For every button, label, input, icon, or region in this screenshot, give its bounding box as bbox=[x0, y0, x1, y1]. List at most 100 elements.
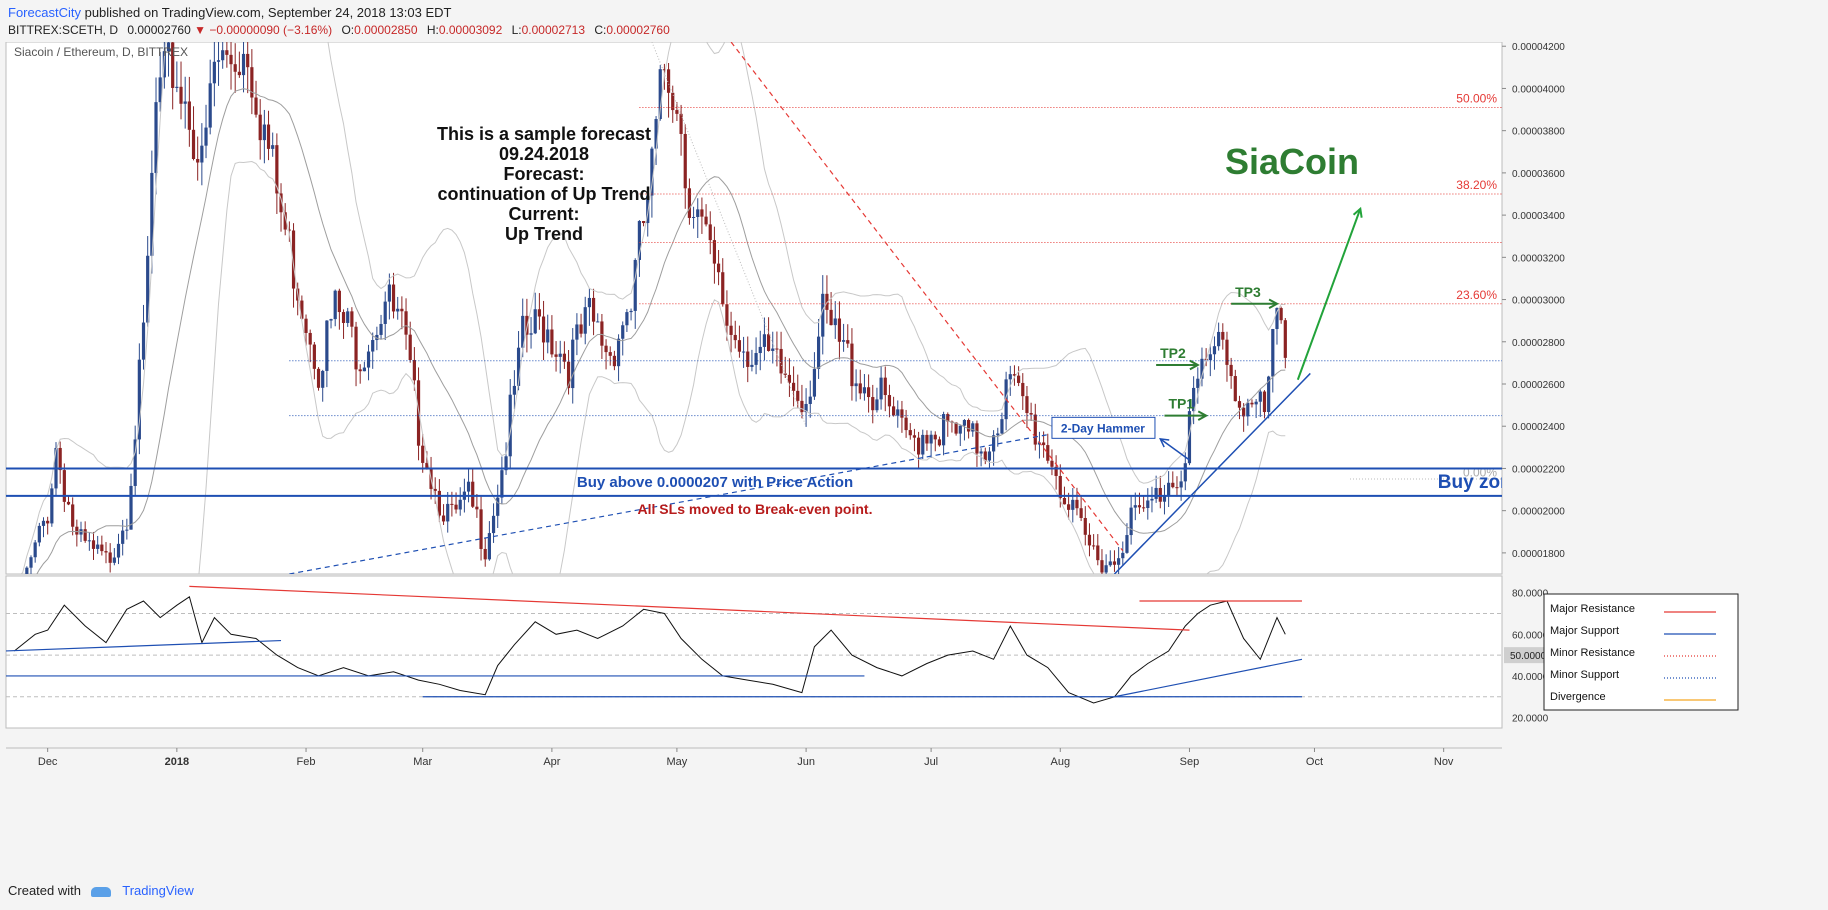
candle-body bbox=[604, 345, 608, 353]
candle-body bbox=[775, 348, 779, 350]
tradingview-link[interactable]: TradingView bbox=[122, 883, 194, 898]
candle bbox=[329, 318, 333, 329]
candle-body bbox=[741, 351, 746, 353]
level-callout-label: TP3= 0.0000298 bbox=[1594, 300, 1669, 311]
candle-body bbox=[150, 172, 154, 256]
candle bbox=[1100, 549, 1104, 574]
candle-body bbox=[1058, 475, 1062, 498]
rsi-rising-support-line bbox=[1114, 658, 1303, 698]
candle-body bbox=[1154, 487, 1158, 499]
legend-box bbox=[1543, 593, 1739, 711]
candle bbox=[246, 42, 250, 94]
candle-body bbox=[516, 347, 521, 386]
candle bbox=[1071, 488, 1075, 523]
candle-body bbox=[1017, 375, 1021, 383]
uptrend-support-line bbox=[1113, 372, 1311, 574]
candle-body bbox=[1021, 382, 1025, 397]
candle-body bbox=[237, 71, 241, 76]
candle bbox=[846, 324, 850, 348]
candle bbox=[541, 300, 546, 361]
candle bbox=[1283, 318, 1287, 369]
candle bbox=[221, 42, 225, 69]
candle-body bbox=[533, 309, 537, 334]
candle bbox=[800, 384, 804, 419]
rsi-current-label: 50.0000 bbox=[1510, 651, 1547, 662]
candle bbox=[741, 336, 746, 368]
candle-body bbox=[925, 434, 929, 444]
candle bbox=[379, 314, 383, 340]
candle-body bbox=[1083, 517, 1087, 535]
candle-body bbox=[104, 551, 108, 553]
candle-body bbox=[1029, 413, 1033, 415]
candle bbox=[1104, 554, 1108, 574]
candle-body bbox=[1129, 507, 1133, 536]
candle-body bbox=[491, 515, 496, 534]
candle-body bbox=[512, 385, 516, 395]
candle-body bbox=[679, 113, 683, 134]
price-pane bbox=[5, 42, 1503, 575]
candle bbox=[337, 288, 341, 330]
candle-body bbox=[158, 77, 162, 103]
candle bbox=[808, 380, 812, 418]
candle-body bbox=[1200, 358, 1204, 379]
publisher-link[interactable]: ForecastCity bbox=[8, 5, 81, 20]
candle bbox=[562, 341, 566, 369]
candle bbox=[258, 99, 262, 160]
chart[interactable]: TP6= 0.0000391 50.00% TP5= 0.0000350 38.20%… bbox=[0, 42, 1828, 868]
candle-body bbox=[362, 367, 366, 372]
candle-body bbox=[1054, 466, 1058, 476]
downtrend-line bbox=[730, 42, 1124, 552]
candle bbox=[166, 42, 171, 77]
candle-body bbox=[366, 351, 371, 368]
candle-body bbox=[262, 124, 266, 141]
level-callout-box bbox=[1580, 291, 1682, 317]
candle bbox=[1054, 455, 1058, 490]
candle-body bbox=[1108, 561, 1112, 566]
candle-body bbox=[379, 323, 383, 335]
candle bbox=[883, 366, 887, 412]
candle-body bbox=[1050, 460, 1054, 467]
candle-body bbox=[1221, 331, 1225, 340]
candle bbox=[279, 183, 283, 232]
candle bbox=[1262, 390, 1267, 419]
candle-body bbox=[712, 240, 717, 264]
candle-body bbox=[466, 481, 471, 492]
candle-body bbox=[908, 430, 912, 436]
candle-body bbox=[1025, 396, 1029, 414]
candle bbox=[654, 116, 658, 165]
candle bbox=[275, 133, 279, 214]
candle-body bbox=[1262, 391, 1267, 413]
candle bbox=[696, 198, 700, 238]
candle-body bbox=[121, 530, 125, 544]
legend-label: Minor Support bbox=[1550, 669, 1619, 681]
candle bbox=[925, 430, 929, 451]
low-value: 0.00002713 bbox=[521, 23, 586, 37]
candle bbox=[183, 76, 187, 129]
candle-body bbox=[987, 451, 992, 461]
candle bbox=[537, 293, 541, 330]
candle bbox=[929, 430, 933, 458]
hammer-arrow-shaft bbox=[1159, 438, 1190, 461]
candle-body bbox=[87, 540, 91, 542]
candle-body bbox=[646, 195, 650, 224]
candle bbox=[687, 178, 692, 225]
candle-body bbox=[346, 311, 350, 323]
candle bbox=[471, 468, 475, 509]
candle-body bbox=[71, 504, 75, 527]
candle bbox=[862, 374, 867, 401]
candle-body bbox=[550, 329, 554, 355]
candle-body bbox=[1100, 560, 1104, 573]
published-text: published on TradingView.com, September … bbox=[84, 5, 452, 20]
candle bbox=[529, 317, 533, 349]
price-tick-label: 0.00003600 bbox=[1512, 169, 1565, 180]
candle-body bbox=[1250, 402, 1254, 405]
candle bbox=[487, 521, 491, 561]
candle-body bbox=[704, 216, 708, 225]
candle bbox=[1154, 475, 1158, 503]
candle-body bbox=[496, 497, 500, 516]
candle bbox=[1200, 347, 1204, 387]
candle-body bbox=[421, 445, 425, 463]
candle-body bbox=[1142, 507, 1146, 509]
candle bbox=[129, 473, 133, 530]
candle-body bbox=[787, 374, 792, 383]
